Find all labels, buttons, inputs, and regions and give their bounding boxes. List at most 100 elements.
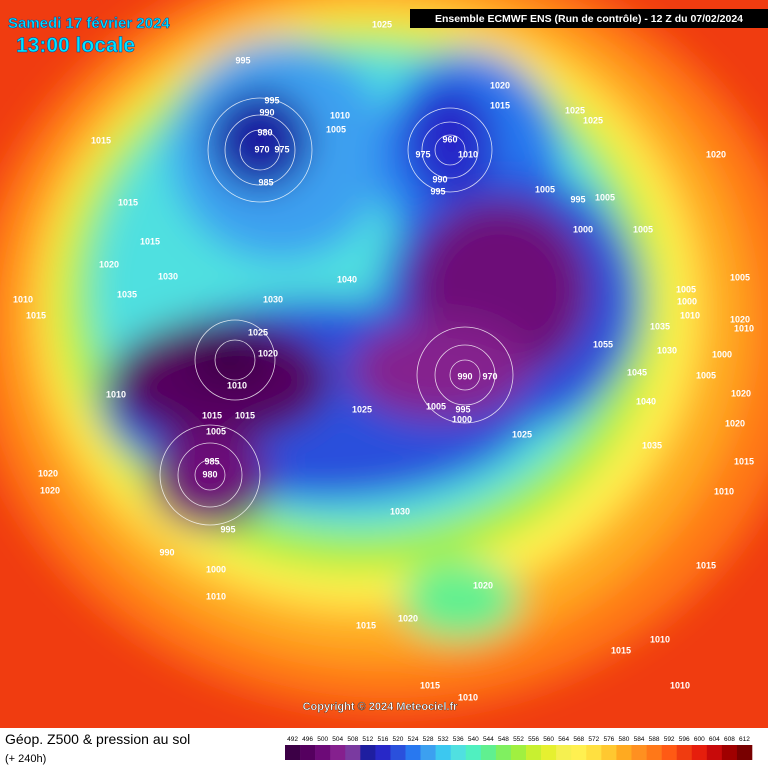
- isobar-label: 1010: [330, 110, 350, 120]
- legend-tick-label: 500: [317, 736, 328, 743]
- isobar-label: 1005: [206, 426, 226, 436]
- isobar-label: 1010: [714, 486, 734, 496]
- isobar-label: 1010: [206, 591, 226, 601]
- isobar-label: 1025: [565, 105, 585, 115]
- isobar-label: 990: [159, 547, 174, 557]
- legend-swatch: [465, 745, 482, 760]
- legend-tick-label: 540: [468, 736, 479, 743]
- legend-swatch: [586, 745, 602, 760]
- isobar-label: 1010: [13, 294, 33, 304]
- legend-swatch: [646, 745, 662, 760]
- legend-tick-label: 600: [694, 736, 705, 743]
- isobar-label: 1000: [573, 224, 593, 234]
- legend-swatch: [676, 745, 693, 760]
- isobar-label: 1035: [117, 289, 137, 299]
- isobar-label: 1005: [730, 272, 750, 282]
- isobar-label: 1030: [158, 271, 178, 281]
- isobar-label: 1005: [676, 284, 696, 294]
- legend-swatch: [526, 745, 542, 760]
- isobar-label: 990: [259, 107, 274, 117]
- model-info: Ensemble ECMWF ENS (Run de contrôle) - 1…: [435, 13, 743, 25]
- isobar-label: 1020: [730, 314, 750, 324]
- legend-tick-label: 560: [543, 736, 554, 743]
- map-field: [0, 0, 768, 728]
- isobar-label: 995: [430, 186, 445, 196]
- isobar-label: 1020: [490, 80, 510, 90]
- isobar-label: 1025: [248, 327, 268, 337]
- isobar-label: 1020: [473, 580, 493, 590]
- legend-tick-label: 556: [528, 736, 539, 743]
- legend-tick-label: 496: [302, 736, 313, 743]
- legend-swatch: [390, 745, 406, 760]
- isobar-label: 970: [482, 371, 497, 381]
- legend-tick-label: 592: [664, 736, 675, 743]
- isobar-label: 1025: [583, 115, 603, 125]
- legend-swatch: [360, 745, 376, 760]
- isobar-label: 1015: [118, 197, 138, 207]
- legend-swatch: [631, 745, 647, 760]
- legend-swatch: [450, 745, 467, 760]
- legend-tick-label: 520: [393, 736, 404, 743]
- isobar-label: 970: [254, 144, 269, 154]
- legend-swatch: [601, 745, 617, 760]
- isobar-label: 1020: [731, 388, 751, 398]
- legend-tick-label: 608: [724, 736, 735, 743]
- isobar-label: 1005: [595, 192, 615, 202]
- legend-swatch: [510, 745, 527, 760]
- isobar-label: 985: [258, 177, 273, 187]
- legend-swatch: [300, 745, 316, 760]
- isobar-label: 1000: [677, 296, 697, 306]
- isobar-label: 1010: [680, 310, 700, 320]
- legend-swatch: [330, 745, 346, 760]
- legend-tick-label: 532: [438, 736, 449, 743]
- isobar-label: 1000: [452, 414, 472, 424]
- isobar-label: 1010: [106, 389, 126, 399]
- isobar-label: 1005: [696, 370, 716, 380]
- isobar-label: 1010: [650, 634, 670, 644]
- isobar-label: 1005: [326, 124, 346, 134]
- legend-tick-label: 516: [377, 736, 388, 743]
- isobar-label: 1005: [633, 224, 653, 234]
- legend-swatch: [616, 745, 632, 760]
- local-time: 13:00 locale: [16, 34, 135, 57]
- isobar-label: 1015: [140, 236, 160, 246]
- legend-tick-label: 588: [649, 736, 660, 743]
- isobar-label: 1015: [202, 410, 222, 420]
- legend-swatch: [661, 745, 677, 760]
- copyright: Copyright © 2024 Meteociel.fr: [303, 701, 459, 713]
- isobar-label: 1020: [725, 418, 745, 428]
- isobar-label: 1020: [40, 485, 60, 495]
- legend-tick-label: 572: [588, 736, 599, 743]
- model-box: [410, 9, 768, 28]
- legend-swatch: [405, 745, 421, 760]
- legend-tick-label: 528: [423, 736, 434, 743]
- legend-swatch: [556, 745, 572, 760]
- isobar-label: 1030: [657, 345, 677, 355]
- isobar-label: 1010: [227, 380, 247, 390]
- isobar-label: 980: [202, 469, 217, 479]
- isobar-label: 1040: [636, 396, 656, 406]
- isobar-label: 1025: [512, 429, 532, 439]
- legend-tick-label: 580: [619, 736, 630, 743]
- legend-tick-label: 512: [362, 736, 373, 743]
- isobar-label: 1035: [642, 440, 662, 450]
- isobar-label: 1025: [372, 19, 392, 29]
- isobar-label: 990: [432, 174, 447, 184]
- isobar-label: 1015: [734, 456, 754, 466]
- legend-tick-label: 584: [634, 736, 645, 743]
- legend-tick-label: 568: [573, 736, 584, 743]
- legend-tick-label: 508: [347, 736, 358, 743]
- legend-swatch: [571, 745, 587, 760]
- isobar-label: 1025: [352, 404, 372, 414]
- legend-title: Géop. Z500 & pression au sol: [5, 731, 190, 747]
- isobar-label: 1010: [458, 692, 478, 702]
- isobar-label: 1015: [490, 100, 510, 110]
- legend-swatch: [285, 745, 301, 760]
- legend-swatch: [480, 745, 497, 760]
- legend-tick-label: 576: [603, 736, 614, 743]
- legend-tick-label: 612: [739, 736, 750, 743]
- isobar-label: 980: [257, 127, 272, 137]
- legend-swatch: [435, 745, 452, 760]
